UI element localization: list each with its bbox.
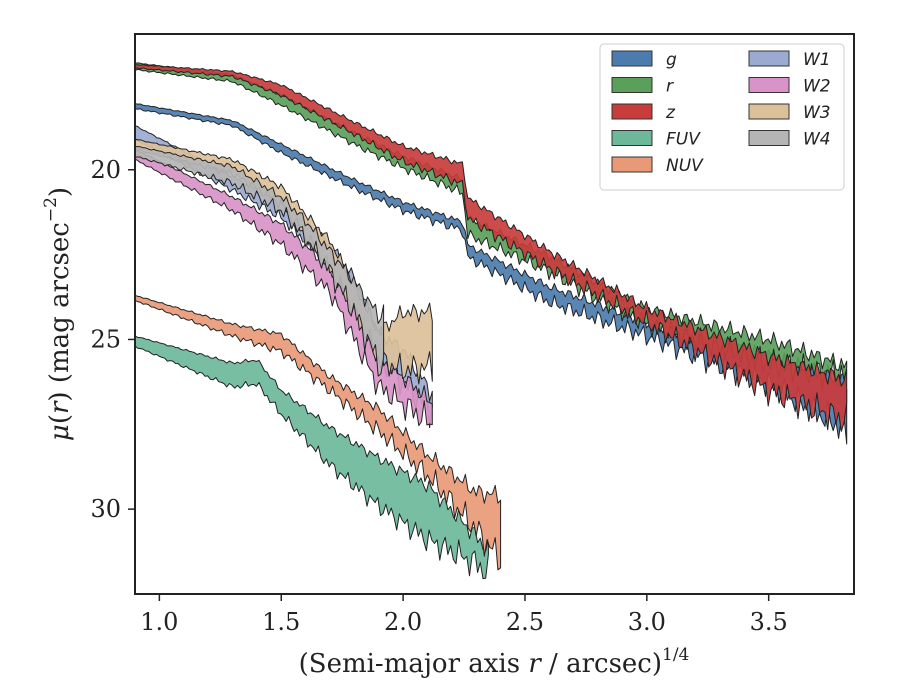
x-tick-label: 1.5 (262, 608, 300, 636)
legend-swatch (611, 156, 653, 173)
legend-label: W4 (803, 130, 831, 150)
legend-item-w2: W2 (748, 77, 831, 97)
band-z (135, 64, 848, 432)
y-axis-label-unit: (mag arcsec (45, 222, 75, 391)
y-axis-label-end: ) (45, 187, 75, 197)
x-tick-label: 2.0 (384, 608, 422, 636)
legend-swatch (611, 103, 653, 120)
legend-item-w4: W4 (748, 130, 831, 150)
legend-label: g (666, 50, 677, 70)
x-axis-label-sup: 1/4 (662, 645, 689, 665)
x-axis-label: (Semi-major axis r / arcsec)1/4 (299, 645, 690, 679)
legend-label: W3 (803, 103, 831, 123)
legend-swatch (748, 77, 790, 93)
x-axis-label-post: / arcsec) (541, 649, 662, 679)
y-axis-label: μ(r) (mag arcsec−2) (41, 187, 75, 441)
y-axis: 20 25 30 (90, 156, 135, 523)
x-axis-label-pre: (Semi-major axis (299, 649, 529, 679)
y-tick-label: 25 (90, 325, 121, 353)
legend-label: z (665, 103, 676, 123)
legend-swatch (748, 130, 790, 146)
y-axis-label-close: ) (45, 391, 75, 401)
legend-label: W1 (803, 50, 831, 70)
y-tick-label: 30 (90, 495, 121, 523)
legend-label: r (666, 77, 674, 97)
y-axis-label-sup: −2 (41, 197, 61, 222)
legend-swatch (748, 103, 790, 120)
legend-item-g: g (611, 50, 677, 70)
legend-swatch (748, 50, 790, 67)
legend-label: FUV (666, 130, 701, 150)
legend-swatch (611, 50, 653, 67)
legend-swatch (611, 77, 653, 93)
legend: grz FUV NUV W1 W2 W3 W4 (599, 43, 845, 191)
plot-frame (134, 33, 855, 595)
band-layer (135, 62, 848, 580)
band-g (135, 103, 848, 445)
x-tick-label: 3.5 (750, 608, 788, 636)
legend-item-nuv: NUV (611, 156, 704, 176)
y-tick-label: 20 (90, 156, 121, 184)
legend-item-w3: W3 (748, 103, 831, 123)
legend-label: W2 (803, 77, 831, 97)
y-axis-label-mu: μ (45, 424, 75, 441)
legend-item-w1: W1 (748, 50, 831, 70)
legend-item-fuv: FUV (611, 130, 701, 150)
y-axis-label-open: ( (45, 414, 75, 424)
legend-swatch (611, 130, 653, 146)
x-axis-label-var: r (528, 649, 542, 679)
legend-label: NUV (666, 156, 704, 176)
legend-item-z: z (611, 103, 676, 123)
y-axis-label-var: r (45, 400, 75, 414)
x-tick-label: 3.0 (628, 608, 666, 636)
x-tick-label: 1.0 (140, 608, 178, 636)
band-w2 (135, 148, 433, 427)
legend-item-r: r (611, 77, 674, 97)
band-fuv (135, 335, 489, 580)
band-nuv (135, 294, 502, 571)
x-axis: 1.0 1.5 2.0 2.5 3.0 3.5 (140, 594, 788, 636)
band-w4 (135, 146, 385, 377)
x-tick-label: 2.5 (506, 608, 544, 636)
